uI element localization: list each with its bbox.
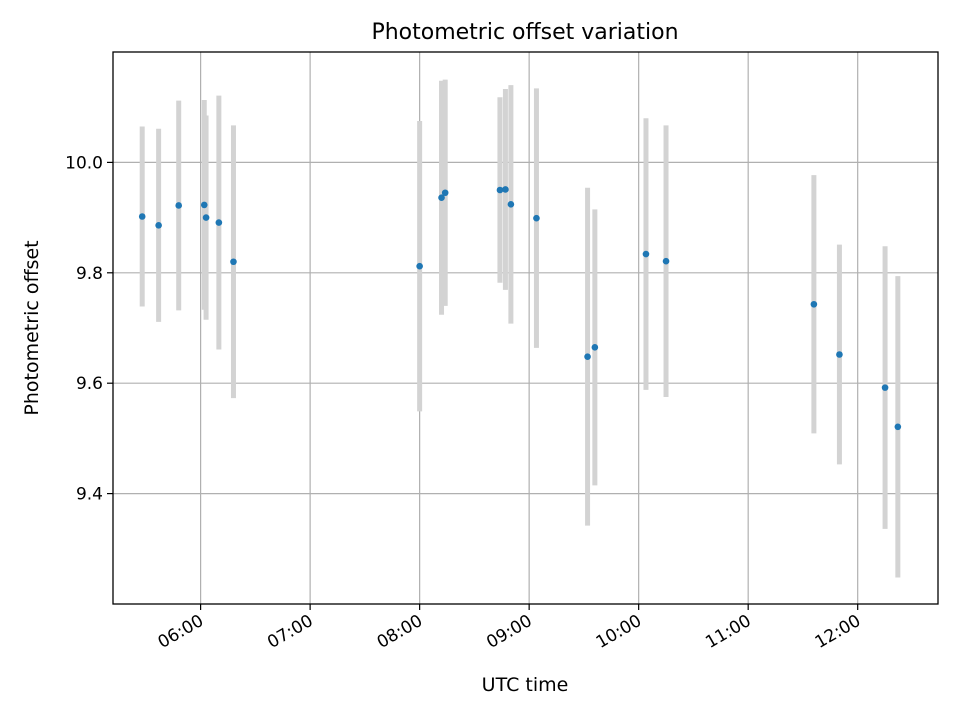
data-point [533,214,540,222]
point-layer [138,186,902,431]
data-point [416,262,423,270]
data-point [175,202,183,209]
y-axis-label: Photometric offset [21,240,43,415]
data-point [894,423,902,431]
data-point [155,222,162,229]
y-tick-label: 9.6 [76,374,103,394]
data-point [881,384,889,391]
data-point [138,213,146,220]
tick-layer: 06:00 07:00 08:00 09:00 10:00 11:00 12:00 9.4 9.… [65,153,864,652]
data-point [496,186,504,194]
x-tick-label: 11:00 [702,611,754,653]
x-tick-label: 10:00 [593,611,645,653]
errorbar-layer [139,79,901,578]
data-point [502,186,509,193]
data-point [836,351,843,358]
data-point [441,189,449,197]
data-point [642,250,650,258]
x-tick-label: 08:00 [374,611,426,653]
y-tick-label: 9.4 [76,485,103,505]
plot-frame [112,51,939,605]
data-point [584,353,591,361]
y-tick-label: 9.8 [76,264,103,284]
chart-title: Photometric offset variation [371,20,678,45]
data-point [230,258,237,266]
data-point [662,257,670,265]
data-point [810,300,818,308]
x-tick-label: 06:00 [155,611,207,653]
x-tick-label: 07:00 [264,611,316,653]
data-point [200,201,208,209]
y-tick-label: 10.0 [65,153,103,173]
data-point [438,194,445,202]
x-tick-label: 12:00 [812,611,864,653]
data-point [507,201,515,208]
x-tick-label: 09:00 [483,611,535,653]
data-point [215,219,223,226]
data-point [202,214,210,221]
data-point [591,344,599,351]
x-axis-label: UTC time [482,674,569,696]
